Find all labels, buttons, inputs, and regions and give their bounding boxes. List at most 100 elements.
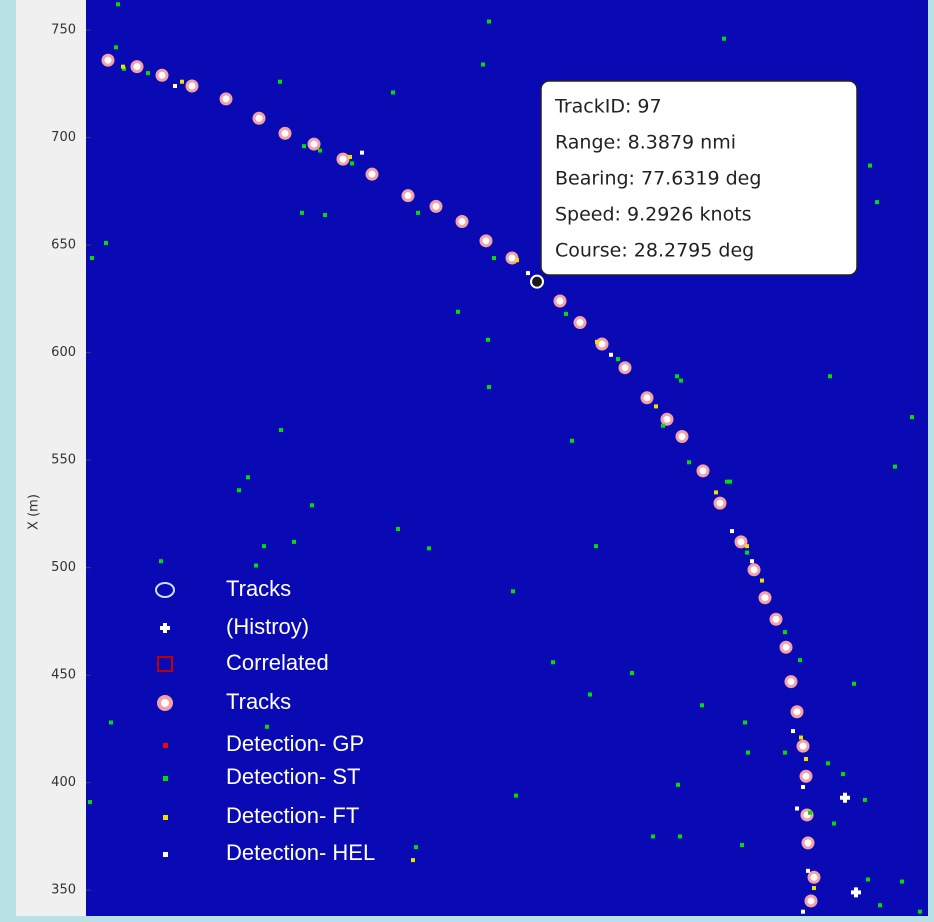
y-tick-label: 450 — [51, 668, 76, 683]
track-marker — [734, 535, 748, 549]
track-marker — [573, 316, 587, 330]
detection-marker — [760, 578, 764, 583]
tooltip-line: Bearing: 77.6319 deg — [555, 168, 761, 190]
detection-marker — [609, 352, 613, 357]
track-marker — [155, 68, 169, 82]
detection-marker — [246, 475, 250, 480]
detection-marker — [411, 858, 415, 863]
legend-icon — [155, 582, 175, 598]
detection-marker — [714, 490, 718, 495]
detection-marker — [414, 845, 418, 850]
detection-marker — [868, 163, 872, 168]
detection-marker — [318, 148, 322, 153]
detection-marker — [852, 681, 856, 686]
detection-marker — [456, 309, 460, 314]
detection-marker — [116, 2, 120, 7]
track-marker — [660, 412, 674, 426]
track-marker — [675, 429, 689, 443]
legend-label: Detection- HEL — [226, 840, 375, 865]
detection-marker — [360, 150, 364, 155]
track-marker — [747, 563, 761, 577]
tooltip: TrackID: 97 Range: 8.3879 nmi Bearing: 77.… — [540, 80, 858, 276]
detection-marker — [279, 428, 283, 433]
y-tick-label: 550 — [51, 453, 76, 468]
detection-marker — [492, 256, 496, 261]
detection-marker — [795, 806, 799, 811]
history-marker — [160, 623, 170, 633]
detection-marker — [745, 550, 749, 555]
detection-marker — [511, 589, 515, 594]
detection-marker — [88, 800, 92, 805]
detection-marker — [804, 757, 808, 762]
detection-marker — [866, 877, 870, 882]
detection-marker — [588, 692, 592, 697]
legend-icon — [163, 743, 168, 748]
track-marker — [618, 361, 632, 375]
track-marker — [278, 126, 292, 140]
detection-marker — [348, 154, 352, 159]
detection-marker — [808, 810, 812, 815]
detection-marker — [783, 630, 787, 635]
y-tick-label: 400 — [51, 775, 76, 790]
track-marker — [799, 769, 813, 783]
detection-marker — [725, 479, 729, 484]
detection-marker — [878, 903, 882, 908]
y-tick-label: 350 — [51, 883, 76, 898]
detection-marker — [310, 503, 314, 508]
legend-label: Tracks — [226, 689, 291, 714]
detection-marker — [564, 311, 568, 316]
detection-marker — [427, 546, 431, 551]
tooltip-line: Course: 28.2795 deg — [555, 240, 754, 262]
detection-marker — [526, 271, 530, 276]
tooltip-line: TrackID: 97 — [554, 96, 662, 118]
track-marker — [640, 391, 654, 405]
correlated-marker — [157, 656, 173, 672]
selected-track — [530, 274, 544, 289]
detection-marker — [812, 886, 816, 891]
track-marker — [807, 870, 821, 884]
detection-marker — [826, 761, 830, 766]
detection-marker — [651, 834, 655, 839]
legend-icon — [163, 852, 168, 857]
track-marker — [336, 152, 350, 166]
legend-label: Tracks — [226, 576, 291, 601]
track-marker — [804, 894, 818, 908]
detection-marker — [893, 464, 897, 469]
y-tick-label: 700 — [51, 130, 76, 145]
detection-marker — [798, 658, 802, 663]
detection-marker — [801, 909, 805, 914]
detection-marker — [265, 724, 269, 729]
detection-marker — [730, 529, 734, 534]
detection-marker — [791, 729, 795, 734]
legend-label: Detection- GP — [226, 731, 364, 756]
tooltip-line: Speed: 9.2926 knots — [555, 204, 752, 226]
detection-marker — [750, 559, 754, 564]
detection-marker — [323, 213, 327, 218]
track-marker — [784, 675, 798, 689]
detection-marker — [661, 423, 665, 428]
legend: Tracks (Histroy) Correlated Tracks Detection… — [155, 576, 375, 865]
detection-marker — [700, 703, 704, 708]
detection-marker — [746, 750, 750, 755]
detection-marker — [121, 64, 125, 69]
track-marker — [130, 60, 144, 74]
track-marker — [553, 294, 567, 308]
track-marker — [696, 464, 710, 478]
track-marker — [365, 167, 379, 181]
detection-marker — [350, 161, 354, 166]
detection-marker — [728, 479, 732, 484]
detection-marker — [783, 750, 787, 755]
legend-label: Correlated — [226, 650, 329, 675]
detection-marker — [514, 793, 518, 798]
detection-marker — [237, 488, 241, 493]
detection-marker — [740, 843, 744, 848]
detection-marker — [487, 385, 491, 390]
detection-marker — [487, 19, 491, 24]
detection-marker — [146, 71, 150, 76]
track-marker — [790, 705, 804, 719]
track-marker — [779, 640, 793, 654]
detection-marker — [104, 240, 108, 245]
track-marker — [758, 591, 772, 605]
detection-marker — [900, 879, 904, 884]
